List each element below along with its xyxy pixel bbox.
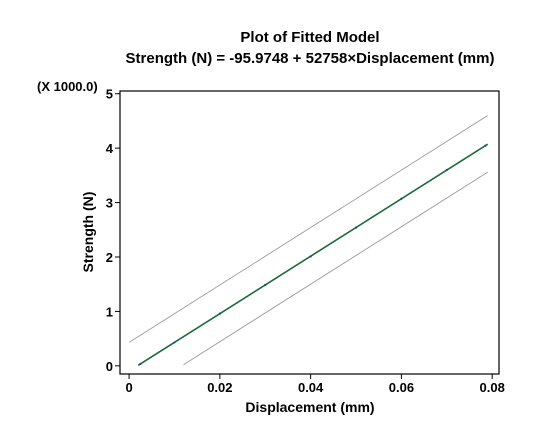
x-tick-label: 0: [125, 380, 132, 395]
observation-point: [173, 341, 176, 344]
y-tick-label: 3: [106, 196, 113, 211]
chart-title: Plot of Fitted Model: [240, 29, 379, 46]
chart-subtitle: Strength (N) = -95.9748 + 52758×Displace…: [126, 50, 495, 67]
y-multiplier-label: (X 1000.0): [37, 79, 98, 94]
y-axis-ticks: 0 1 2 3 4 5: [106, 87, 120, 374]
observation-point: [264, 283, 267, 287]
x-tick-label: 0.04: [298, 380, 324, 395]
observation-point: [218, 312, 221, 315]
x-tick-label: 0.06: [389, 380, 414, 395]
upper-prediction-limit-line: [128, 115, 488, 343]
plot-area-frame: [119, 90, 500, 375]
observation-point: [354, 226, 358, 229]
observation-point: [400, 197, 403, 200]
observation-point: [484, 144, 487, 147]
y-tick-label: 0: [106, 359, 113, 374]
y-tick-label: 4: [106, 141, 114, 156]
observations-layer: [139, 144, 487, 366]
x-axis-ticks: 0 0.02 0.04 0.06 0.08: [125, 374, 505, 395]
y-tick-label: 5: [106, 87, 113, 102]
y-tick-label: 2: [106, 250, 113, 265]
x-axis-label: Displacement (mm): [245, 399, 374, 415]
x-tick-label: 0.02: [207, 380, 232, 395]
y-tick-label: 1: [106, 304, 113, 319]
observation-point: [139, 362, 142, 366]
series-layer: [128, 115, 489, 366]
x-tick-label: 0.08: [480, 380, 505, 395]
observation-point: [445, 168, 448, 172]
fitted-line: [137, 143, 489, 366]
observation-point: [309, 255, 312, 258]
y-axis-label: Strength (N): [80, 192, 96, 273]
lower-prediction-limit-line: [183, 171, 488, 366]
